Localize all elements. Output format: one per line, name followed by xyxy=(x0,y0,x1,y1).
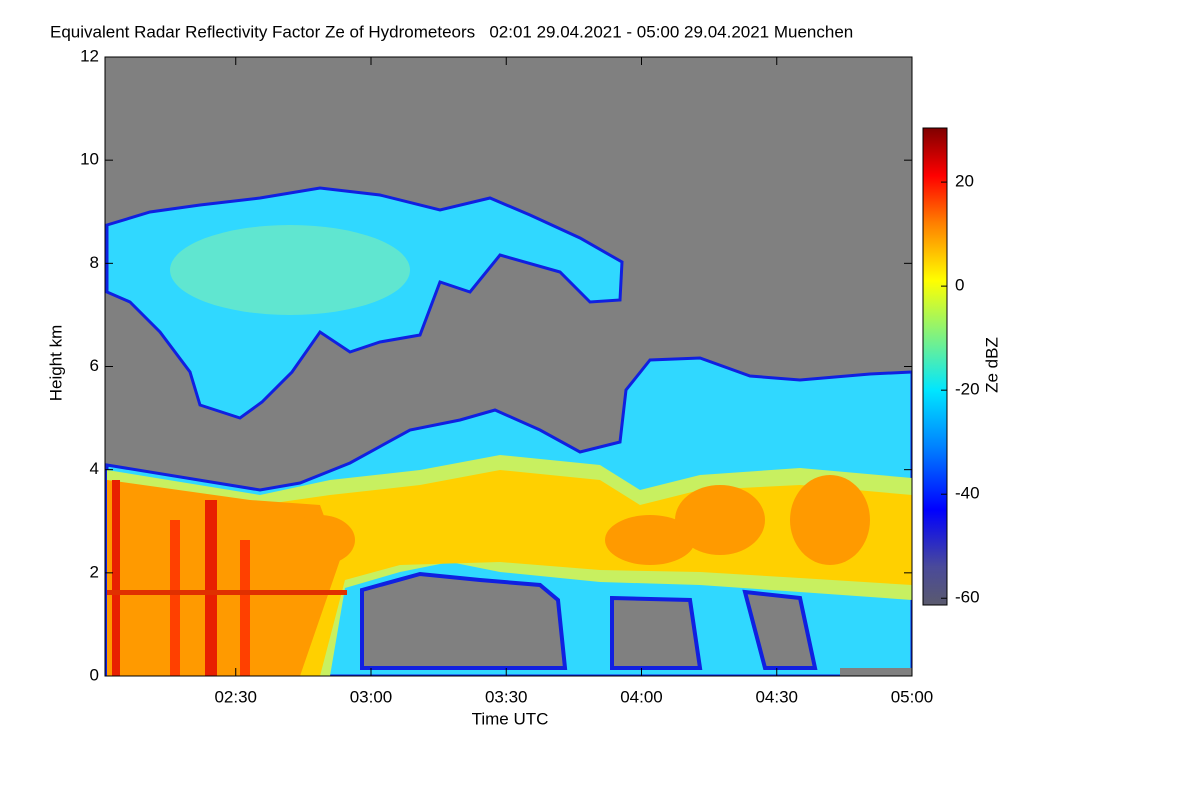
x-tick-label: 03:30 xyxy=(485,687,528,706)
reflectivity-field xyxy=(105,57,912,676)
y-tick-label: 0 xyxy=(90,665,99,684)
x-tick-label: 02:30 xyxy=(214,687,257,706)
x-tick-label: 04:00 xyxy=(620,687,663,706)
y-tick-label: 12 xyxy=(80,46,99,65)
x-tick-label: 04:30 xyxy=(755,687,798,706)
y-tick-label: 2 xyxy=(90,562,99,581)
colorbar-label: Ze dBZ xyxy=(982,337,1001,393)
x-tick-label: 05:00 xyxy=(891,687,934,706)
y-tick-label: 10 xyxy=(80,150,99,169)
colorbar-tick-label: -40 xyxy=(955,484,980,503)
y-tick-label: 8 xyxy=(90,253,99,272)
x-axis-label: Time UTC xyxy=(472,709,549,728)
colorbar xyxy=(922,127,948,606)
colorbar-tick-label: -20 xyxy=(955,380,980,399)
colorbar-tick-label: -60 xyxy=(955,588,980,607)
chart-title: Equivalent Radar Reflectivity Factor Ze … xyxy=(50,22,853,41)
x-tick-label: 03:00 xyxy=(350,687,393,706)
y-axis-label: Height km xyxy=(46,325,65,402)
y-tick-label: 6 xyxy=(90,356,99,375)
colorbar-tick-label: 0 xyxy=(955,276,964,295)
colorbar-tick-label: 20 xyxy=(955,172,974,191)
y-tick-label: 4 xyxy=(90,459,99,478)
